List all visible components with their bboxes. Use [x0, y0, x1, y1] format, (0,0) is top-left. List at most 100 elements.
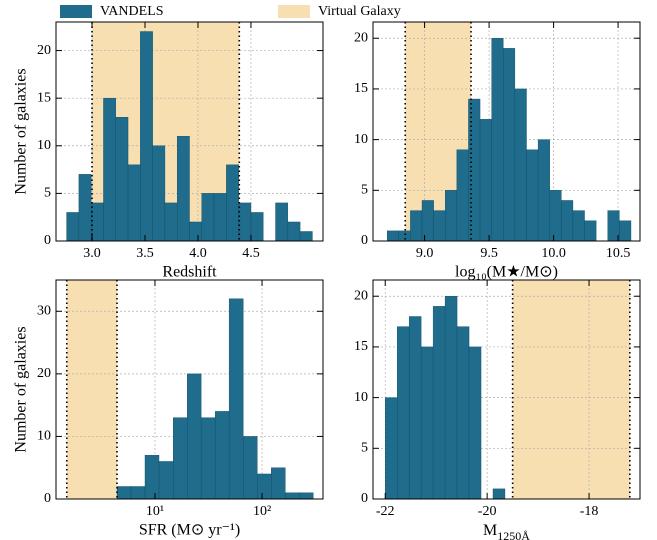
legend-swatch [60, 5, 92, 18]
bar [127, 164, 141, 242]
bar [433, 210, 446, 242]
x-tick-label: 4.0 [189, 246, 207, 261]
x-tick-label: 10.0 [541, 246, 566, 261]
axes-frame [55, 21, 324, 242]
axes-frame [372, 21, 641, 242]
bar [187, 373, 202, 500]
bar [214, 411, 230, 500]
bar [130, 486, 146, 500]
x-axis-label: SFR (M⊙ yr⁻¹) [139, 522, 240, 539]
bar [456, 326, 470, 500]
bar [116, 486, 132, 500]
bar [226, 164, 239, 242]
virtual-galaxy-range [512, 280, 630, 499]
y-tick-label: 10 [354, 132, 368, 147]
y-tick-label: 10 [37, 138, 51, 153]
bar [584, 220, 597, 242]
x-tick-label: 3.5 [136, 246, 154, 261]
bar [432, 306, 446, 500]
bar [144, 455, 160, 500]
bar [468, 346, 482, 500]
bar [479, 119, 492, 242]
bar [213, 193, 227, 242]
bar [164, 202, 178, 242]
legend-label: Virtual Galaxy [318, 4, 401, 19]
bar [421, 200, 434, 242]
bar [503, 48, 516, 242]
y-tick-label: 30 [37, 304, 51, 319]
x-tick-label: 9.5 [480, 246, 498, 261]
bar [619, 220, 632, 242]
bar [526, 149, 539, 242]
x-axis-label-sub: 1250Å [497, 529, 530, 540]
bar [572, 210, 585, 242]
bar [90, 202, 104, 242]
bar [173, 417, 188, 500]
bar [140, 31, 153, 242]
bar [115, 117, 129, 242]
bar [287, 221, 301, 242]
bar [271, 467, 286, 500]
y-tick-label: 0 [44, 491, 51, 506]
bar [243, 436, 258, 500]
bar [492, 488, 506, 500]
bar [189, 221, 202, 242]
y-tick-label: 10 [37, 429, 51, 444]
y-tick-label: 5 [44, 186, 51, 201]
bar [549, 190, 562, 242]
bar [386, 230, 399, 242]
y-tick-label: 5 [361, 183, 368, 198]
bar [228, 298, 244, 500]
y-tick-label: 20 [354, 288, 368, 303]
y-tick-label: 0 [44, 233, 51, 248]
y-tick-label: 15 [37, 90, 51, 105]
bar [177, 136, 190, 242]
x-axis-label-main: M [483, 522, 497, 539]
bar [152, 145, 166, 242]
bar [66, 212, 80, 242]
x-axis-label: M1250Å [483, 522, 530, 540]
y-tick-label: 15 [354, 339, 368, 354]
bar [299, 492, 314, 500]
bar [275, 202, 289, 242]
x-axis-label: Redshift [162, 264, 217, 281]
y-axis-label: Number of galaxies [13, 326, 30, 452]
x-tick-label: 9.0 [416, 246, 434, 261]
y-tick-label: 20 [37, 43, 51, 58]
y-tick-label: 20 [37, 366, 51, 381]
bar [385, 397, 398, 500]
y-axis-label: Number of galaxies [13, 68, 30, 194]
bar [468, 98, 481, 242]
bar [561, 200, 574, 242]
x-tick-label: 3.0 [83, 246, 101, 261]
bar [238, 202, 252, 242]
bar [420, 346, 434, 500]
x-tick-label: 10² [253, 504, 271, 519]
bar [285, 492, 300, 500]
bar [103, 97, 116, 242]
axes-frame [55, 279, 324, 500]
y-tick-label: 10 [354, 390, 368, 405]
bar [514, 88, 527, 242]
bar [444, 296, 458, 500]
y-tick-label: 0 [361, 491, 368, 506]
bar [158, 461, 174, 500]
x-tick-label: -18 [580, 504, 599, 519]
x-tick-label: -20 [478, 504, 497, 519]
bar [456, 149, 469, 242]
bar [250, 212, 264, 242]
bar [78, 174, 92, 242]
bar [299, 231, 313, 242]
bar [257, 473, 272, 500]
axes-frame [372, 279, 641, 500]
bar [397, 326, 410, 500]
x-tick-label: 4.5 [242, 246, 260, 261]
x-axis-label: log₁₀(M★/M⊙) [455, 264, 558, 281]
legend-label: VANDELS [100, 4, 164, 19]
bar [201, 193, 215, 242]
x-tick-label: -22 [376, 504, 395, 519]
y-tick-label: 5 [361, 441, 368, 456]
x-tick-label: 10.5 [606, 246, 631, 261]
bar [200, 417, 216, 500]
